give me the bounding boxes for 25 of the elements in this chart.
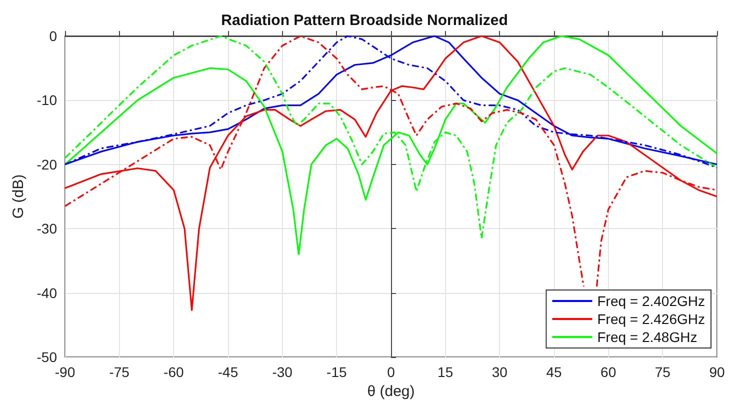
y-axis-title: G (dB) [10, 174, 27, 219]
legend-label: Freq = 2.48GHz [597, 329, 698, 345]
y-tick-label: 0 [49, 28, 58, 44]
x-tick-label: 75 [654, 364, 671, 380]
x-tick-label: -45 [218, 364, 238, 380]
x-tick-label: -90 [54, 364, 76, 380]
y-tick-label: -30 [36, 220, 58, 237]
x-tick-label: 30 [492, 364, 508, 380]
x-tick-label: 90 [709, 364, 725, 380]
x-tick-label: 15 [438, 364, 454, 380]
y-tick-label: -40 [36, 284, 58, 301]
y-tick-label: -50 [36, 349, 58, 365]
x-tick-label: -60 [164, 364, 184, 380]
x-axis-title: θ (deg) [367, 382, 415, 400]
y-tick-label: -10 [36, 92, 58, 108]
legend-label: Freq = 2.426GHz [597, 311, 706, 327]
legend-label: Freq = 2.402GHz [597, 293, 706, 309]
x-tick-label: 45 [546, 364, 562, 380]
x-tick-label: -15 [326, 364, 347, 380]
x-tick-label: 0 [387, 364, 396, 380]
x-tick-label: -30 [272, 364, 293, 380]
chart-title: Radiation Pattern Broadside Normalized [221, 12, 508, 29]
y-tick-label: -20 [36, 156, 58, 172]
x-tick-label: -75 [109, 364, 130, 380]
x-tick-label: 60 [600, 364, 616, 380]
